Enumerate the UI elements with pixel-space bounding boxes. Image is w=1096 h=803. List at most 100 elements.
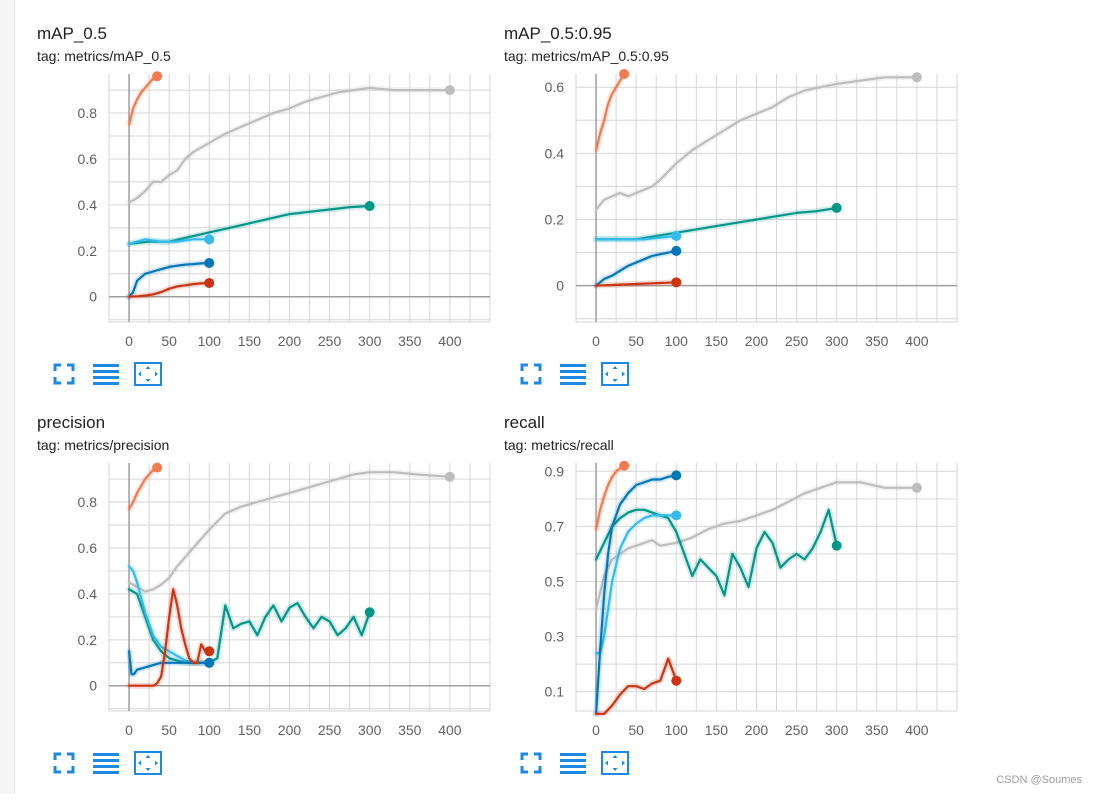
fullscreen-button[interactable] xyxy=(51,750,77,776)
series-end-point[interactable] xyxy=(204,257,215,268)
series-end-point[interactable] xyxy=(831,202,842,213)
fullscreen-button[interactable] xyxy=(51,361,77,387)
chart-plot[interactable]: 0 0.2 0.4 0.6 0.8 0 50 100 150 200 250 300 350 400 xyxy=(37,413,507,743)
series-line[interactable] xyxy=(594,514,678,655)
x-tick-label: 0 xyxy=(125,722,133,738)
series-line[interactable] xyxy=(127,588,371,664)
series-end-point[interactable] xyxy=(671,277,682,288)
x-tick-label: 150 xyxy=(238,722,262,738)
x-tick-label: 400 xyxy=(905,333,929,349)
x-tick-label: 400 xyxy=(438,722,462,738)
y-tick-label: 0.6 xyxy=(78,540,98,556)
fit-domain-button[interactable] xyxy=(601,361,629,387)
series-end-point[interactable] xyxy=(831,540,842,551)
series-line[interactable] xyxy=(594,481,918,611)
y-tick-label: 0.1 xyxy=(545,684,565,700)
x-tick-label: 50 xyxy=(628,722,644,738)
series-end-point[interactable] xyxy=(671,245,682,256)
chart-tag: tag: metrics/precision xyxy=(37,437,170,453)
series-line[interactable] xyxy=(594,234,678,241)
chart-title: mAP_0.5:0.95 xyxy=(504,24,612,43)
series-end-point[interactable] xyxy=(364,201,375,212)
toggle-y-log-button[interactable] xyxy=(560,361,586,387)
series-line[interactable] xyxy=(127,238,211,245)
toggle-y-log-icon xyxy=(560,752,586,774)
series-end-point[interactable] xyxy=(204,646,215,657)
y-tick-label: 0.3 xyxy=(545,629,565,645)
x-tick-label: 300 xyxy=(825,722,849,738)
series-line[interactable] xyxy=(594,464,626,531)
series-end-point[interactable] xyxy=(671,470,682,481)
fit-domain-button[interactable] xyxy=(134,750,162,776)
series-end-point[interactable] xyxy=(671,675,682,686)
toggle-y-log-button[interactable] xyxy=(93,361,119,387)
x-tick-label: 150 xyxy=(705,333,729,349)
x-tick-label: 100 xyxy=(665,722,689,738)
chart-plot[interactable]: 0 0.2 0.4 0.6 0 50 100 150 200 250 300 350 400 xyxy=(504,24,974,354)
x-tick-label: 50 xyxy=(161,333,177,349)
series-end-point[interactable] xyxy=(619,460,630,471)
chart-plot[interactable]: 0 0.2 0.4 0.6 0.8 0 50 100 150 200 250 300 350 400 xyxy=(37,24,507,354)
y-tick-label: 0.2 xyxy=(78,243,98,259)
series-end-point[interactable] xyxy=(152,462,163,473)
series-end-point[interactable] xyxy=(911,72,922,83)
series-end-point[interactable] xyxy=(444,85,455,96)
chart-plot[interactable]: 0.1 0.3 0.5 0.7 0.9 0 50 100 150 200 250 300 350 400 xyxy=(504,413,974,743)
chart-card-recall: recall tag: metrics/recall 0.1 0.3 0.5 0.7 0… xyxy=(504,413,974,803)
series-line[interactable] xyxy=(127,471,451,593)
x-tick-label: 0 xyxy=(125,333,133,349)
series-line[interactable] xyxy=(127,86,451,204)
series-end-point[interactable] xyxy=(619,69,630,79)
series-end-point[interactable] xyxy=(911,482,922,493)
series-end-point[interactable] xyxy=(671,231,682,242)
series-line[interactable] xyxy=(594,474,678,715)
x-tick-label: 0 xyxy=(592,722,600,738)
series-line[interactable] xyxy=(127,588,211,687)
series-line[interactable] xyxy=(127,261,211,298)
series-end-point[interactable] xyxy=(444,471,455,482)
series-end-point[interactable] xyxy=(671,510,682,521)
fullscreen-icon xyxy=(53,752,75,774)
x-tick-label: 200 xyxy=(278,333,302,349)
x-tick-label: 250 xyxy=(318,722,342,738)
y-tick-label: 0.5 xyxy=(545,573,565,589)
x-tick-label: 200 xyxy=(278,722,302,738)
x-tick-label: 250 xyxy=(785,333,809,349)
x-tick-label: 350 xyxy=(398,333,422,349)
chart-title: precision xyxy=(37,413,106,432)
y-tick-label: 0.4 xyxy=(78,586,98,602)
fullscreen-button[interactable] xyxy=(518,361,544,387)
series-line[interactable] xyxy=(594,249,678,287)
y-tick-label: 0.8 xyxy=(78,105,98,121)
y-tick-label: 0 xyxy=(89,289,97,305)
x-tick-label: 50 xyxy=(628,333,644,349)
series-end-point[interactable] xyxy=(204,657,215,668)
series-line[interactable] xyxy=(594,508,838,597)
toggle-y-log-button[interactable] xyxy=(560,750,586,776)
series-end-point[interactable] xyxy=(204,234,215,245)
x-tick-label: 350 xyxy=(865,722,889,738)
series-line[interactable] xyxy=(594,72,626,152)
toggle-y-log-button[interactable] xyxy=(93,750,119,776)
fit-domain-button[interactable] xyxy=(601,750,629,776)
y-tick-label: 0.4 xyxy=(545,145,565,161)
series-line[interactable] xyxy=(127,281,211,298)
fullscreen-icon xyxy=(520,752,542,774)
x-tick-label: 300 xyxy=(825,333,849,349)
y-tick-label: 0 xyxy=(556,278,564,294)
series-line[interactable] xyxy=(127,466,159,511)
x-tick-label: 250 xyxy=(785,722,809,738)
watermark: CSDN @Soumes xyxy=(996,774,1082,786)
series-line[interactable] xyxy=(594,76,918,211)
fit-domain-icon xyxy=(134,751,162,775)
x-tick-label: 0 xyxy=(592,333,600,349)
x-tick-label: 350 xyxy=(865,333,889,349)
series-line[interactable] xyxy=(127,75,159,126)
series-end-point[interactable] xyxy=(152,71,163,82)
fullscreen-button[interactable] xyxy=(518,750,544,776)
series-line[interactable] xyxy=(594,281,678,287)
series-end-point[interactable] xyxy=(364,607,375,618)
series-end-point[interactable] xyxy=(204,277,215,288)
fit-domain-button[interactable] xyxy=(134,361,162,387)
series-line[interactable] xyxy=(594,657,678,715)
